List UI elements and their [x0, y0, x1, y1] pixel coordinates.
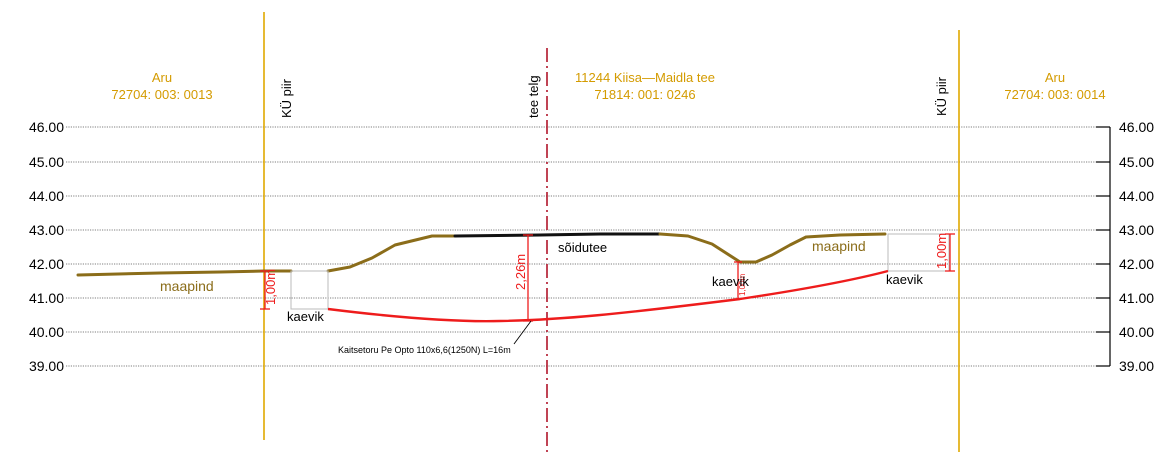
- dim-center-label: 2,26m: [513, 254, 528, 290]
- road-axis-label: tee telg: [526, 75, 541, 118]
- ground-line-slope-left: [326, 234, 457, 273]
- elev-right-41: 41.00: [1119, 290, 1154, 306]
- elev-right-40: 40.00: [1119, 324, 1154, 340]
- pipe-label: Kaitsetoru Pe Opto 110x6,6(1250N) L=16m: [338, 345, 511, 355]
- left-boundary-label: KÜ piir: [279, 78, 294, 118]
- ground-label-left: maapind: [160, 278, 214, 294]
- elev-left-44: 44.00: [29, 188, 64, 204]
- parcel-right-id: 72704: 003: 0014: [1004, 87, 1105, 102]
- elev-right-39: 39.00: [1119, 358, 1154, 374]
- elev-right-46: 46.00: [1119, 119, 1154, 135]
- dimension-markers: [260, 233, 955, 322]
- pipe-leader-line: [513, 320, 532, 345]
- dim-left-label: 1,00m: [263, 269, 278, 305]
- trench-right-box: [887, 233, 950, 272]
- trench-label-right: kaevik: [886, 272, 923, 287]
- elevation-grid: [66, 126, 1110, 367]
- elev-right-43: 43.00: [1119, 222, 1154, 238]
- elev-left-46: 46.00: [29, 119, 64, 135]
- right-elevation-scale: [1096, 126, 1111, 367]
- elev-left-45: 45.00: [29, 154, 64, 170]
- ground-label-right: maapind: [812, 238, 866, 254]
- ground-line-left: [76, 269, 293, 277]
- parcel-center-id: 71814: 001: 0246: [594, 87, 695, 102]
- road-label: sõidutee: [558, 240, 607, 255]
- parcel-right-name: Aru: [1045, 70, 1065, 85]
- elev-left-40: 40.00: [29, 324, 64, 340]
- ground-line-ditch: [658, 232, 887, 264]
- elev-left-43: 43.00: [29, 222, 64, 238]
- parcel-center-name: 11244 Kiisa—Maidla tee: [575, 70, 715, 85]
- road-surface: [453, 232, 662, 238]
- parcel-left-id: 72704: 003: 0013: [111, 87, 212, 102]
- elev-left-42: 42.00: [29, 256, 64, 272]
- parcel-left-name: Aru: [152, 70, 172, 85]
- protective-pipe-line: [327, 269, 889, 323]
- elev-left-39: 39.00: [29, 358, 64, 374]
- elev-right-44: 44.00: [1119, 188, 1154, 204]
- left-elevation-labels: 46.00 45.00 44.00 43.00 42.00 41.00 40.0…: [29, 119, 64, 374]
- right-elevation-labels: 46.00 45.00 44.00 43.00 42.00 41.00 40.0…: [1119, 119, 1154, 374]
- trench-left-box: [290, 270, 329, 310]
- trench-label-left: kaevik: [287, 309, 324, 324]
- elev-right-42: 42.00: [1119, 256, 1154, 272]
- elev-left-41: 41.00: [29, 290, 64, 306]
- dim-middle-label: 1,00m: [738, 273, 747, 296]
- right-boundary-label: KÜ piir: [934, 76, 949, 116]
- dim-right-label: 1,00m: [934, 233, 949, 269]
- elev-right-45: 45.00: [1119, 154, 1154, 170]
- trench-boxes: [290, 233, 950, 310]
- ground-profile: [76, 232, 887, 277]
- trench-label-middle: kaevik: [712, 274, 749, 289]
